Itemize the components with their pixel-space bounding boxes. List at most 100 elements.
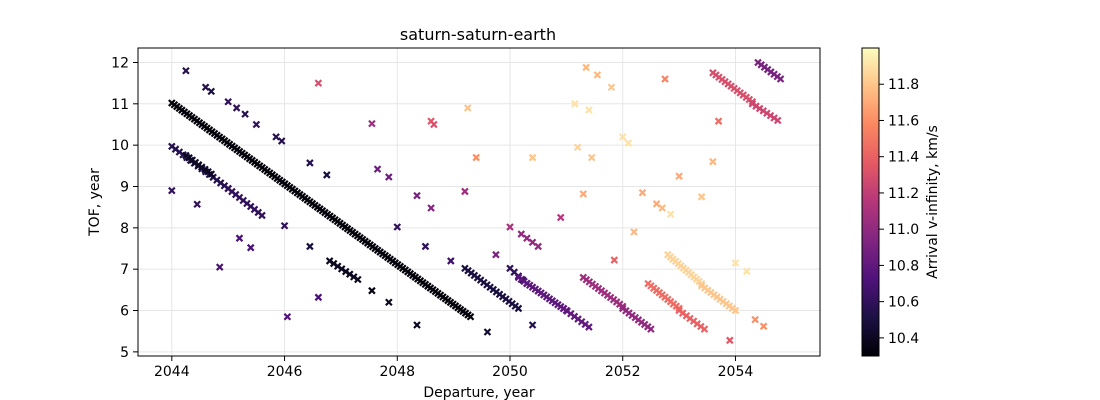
plot-frame — [137, 47, 821, 357]
scatter-point — [235, 234, 244, 242]
scatter-point — [759, 322, 768, 331]
scatter-point — [373, 165, 382, 173]
scatter-point — [224, 97, 232, 106]
scatter-point — [638, 188, 647, 197]
y-tick-label: 6 — [120, 304, 129, 320]
colorbar-tick-label: 11.2 — [888, 186, 919, 202]
scatter-point — [314, 293, 323, 302]
scatter-point — [514, 304, 523, 313]
y-axis-ticks: 5 6 7 8 9 10 11 12 — [111, 55, 138, 361]
scatter-point — [193, 200, 201, 209]
scatter-point — [427, 204, 435, 212]
scatter-point — [421, 242, 430, 251]
y-tick-label: 7 — [120, 262, 129, 278]
scatter-point — [461, 187, 469, 196]
scatter-point — [579, 190, 588, 198]
scatter-point — [573, 143, 582, 151]
scatter-point — [585, 323, 593, 331]
scatter-point — [413, 191, 421, 200]
scatter-point — [207, 87, 216, 96]
scatter-point — [207, 170, 216, 178]
scatter-point — [385, 298, 393, 307]
scatter-point — [556, 213, 565, 222]
scatter-point — [587, 153, 596, 162]
scatter-point — [506, 223, 514, 231]
scatter-point — [528, 321, 537, 329]
y-tick-label: 9 — [120, 179, 129, 195]
scatter-point — [277, 137, 286, 145]
colorbar-frame — [861, 47, 880, 357]
scatter-point — [731, 259, 740, 267]
scatter-point — [463, 104, 472, 112]
scatter-point — [472, 153, 480, 162]
colorbar-tick-label: 10.8 — [888, 258, 919, 274]
scatter-point — [666, 210, 675, 218]
x-tick-label: 2052 — [605, 364, 641, 380]
scatter-point — [528, 153, 537, 162]
colorbar-tick-label: 11.0 — [888, 222, 919, 238]
scatter-point — [624, 139, 633, 147]
scatter-point — [534, 242, 542, 251]
scatter-point — [215, 263, 224, 271]
scatter-points — [168, 58, 785, 345]
scatter-point — [354, 275, 362, 284]
scatter-point — [306, 242, 314, 251]
x-tick-label: 2048 — [379, 364, 415, 380]
scatter-point — [483, 328, 492, 336]
scatter-point — [323, 171, 331, 179]
scatter-point — [647, 325, 655, 333]
scatter-point — [700, 325, 709, 333]
scatter-point — [571, 100, 579, 108]
x-axis-label: Departure, year — [423, 385, 534, 400]
scatter-point — [751, 315, 759, 324]
scatter-point — [697, 193, 706, 201]
scatter-point — [675, 172, 683, 180]
y-axis-label: TOF, year — [87, 168, 103, 237]
y-tick-label: 11 — [111, 97, 129, 113]
scatter-point — [168, 186, 176, 195]
scatter-point — [385, 173, 393, 181]
y-tick-label: 10 — [111, 138, 129, 154]
plot-area: 2044 2046 2048 2050 2052 2054 5 6 7 8 9 10 11 12 — [111, 47, 821, 380]
scatter-point — [773, 116, 782, 125]
scatter-point — [182, 66, 190, 75]
scatter-point — [593, 71, 602, 79]
scatter-point — [252, 120, 261, 129]
scatter-point — [232, 104, 241, 112]
colorbar-tick-label: 10.6 — [888, 295, 919, 311]
scatter-point — [368, 286, 376, 295]
scatter-point — [610, 256, 619, 264]
scatter-point — [241, 110, 249, 118]
scatter-point — [742, 267, 751, 276]
colorbar-tick-label: 11.8 — [888, 77, 919, 93]
y-tick-label: 12 — [111, 55, 129, 71]
x-tick-label: 2046 — [267, 364, 303, 380]
scatter-point — [585, 106, 593, 114]
scatter-point — [447, 257, 455, 265]
scatter-point — [258, 211, 266, 220]
colorbar-gradient — [862, 48, 879, 356]
scatter-point — [630, 228, 638, 236]
scatter-point — [466, 312, 475, 321]
scatter-point — [283, 312, 292, 321]
scatter-point — [492, 250, 500, 259]
colorbar: 10.4 10.6 10.8 11.0 11.2 11.4 11.6 11.8 Arrival… — [861, 47, 941, 357]
scatter-point — [714, 117, 723, 125]
scatter-point — [368, 119, 376, 128]
x-tick-label: 2050 — [492, 364, 528, 380]
chart-title: saturn-saturn-earth — [400, 25, 556, 44]
x-tick-label: 2054 — [718, 364, 754, 380]
scatter-point — [618, 133, 627, 141]
grid-lines — [138, 48, 820, 356]
scatter-point — [306, 159, 314, 167]
scatter-point — [607, 83, 616, 92]
scatter-point — [726, 336, 734, 345]
colorbar-tick-label: 10.4 — [888, 331, 919, 347]
x-axis-ticks: 2044 2046 2048 2050 2052 2054 — [154, 356, 753, 380]
colorbar-label: Arrival v-infinity, km/s — [925, 125, 941, 279]
scatter-point — [776, 75, 785, 83]
scatter-point — [430, 120, 438, 129]
colorbar-ticks: 10.4 10.6 10.8 11.0 11.2 11.4 11.6 11.8 — [879, 77, 919, 347]
colorbar-tick-label: 11.4 — [888, 150, 919, 166]
